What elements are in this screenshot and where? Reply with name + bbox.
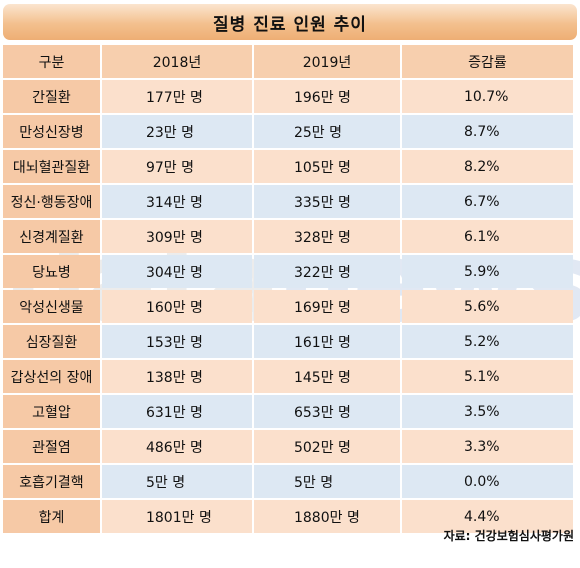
row-name: 정신·행동장애 bbox=[3, 185, 100, 218]
header-rate: 증감률 bbox=[401, 45, 573, 78]
table-row: 대뇌혈관질환 97만 명 105만 명 8.2% bbox=[3, 150, 573, 183]
row-rate: 8.7% bbox=[401, 115, 573, 148]
table-row: 갑상선의 장애 138만 명 145만 명 5.1% bbox=[3, 360, 573, 393]
row-2019: 653만 명 bbox=[253, 395, 400, 428]
row-2018: 5만 명 bbox=[101, 465, 252, 498]
row-2018: 309만 명 bbox=[101, 220, 252, 253]
table-title: 질병 진료 인원 추이 bbox=[3, 4, 577, 40]
row-rate: 0.0% bbox=[401, 465, 573, 498]
row-2018: 97만 명 bbox=[101, 150, 252, 183]
table-row: 고혈압 631만 명 653만 명 3.5% bbox=[3, 395, 573, 428]
row-rate: 5.2% bbox=[401, 325, 573, 358]
table-row: 정신·행동장애 314만 명 335만 명 6.7% bbox=[3, 185, 573, 218]
row-name: 고혈압 bbox=[3, 395, 100, 428]
table-row: 악성신생물 160만 명 169만 명 5.6% bbox=[3, 290, 573, 323]
row-name: 신경계질환 bbox=[3, 220, 100, 253]
row-2019: 145만 명 bbox=[253, 360, 400, 393]
row-name: 대뇌혈관질환 bbox=[3, 150, 100, 183]
data-table: 구분 2018년 2019년 증감률 간질환 177만 명 196만 명 10.… bbox=[1, 43, 575, 535]
total-2018: 1801만 명 bbox=[101, 500, 252, 533]
row-2019: 196만 명 bbox=[253, 80, 400, 113]
row-2018: 486만 명 bbox=[101, 430, 252, 463]
row-name: 호흡기결핵 bbox=[3, 465, 100, 498]
row-2018: 160만 명 bbox=[101, 290, 252, 323]
row-name: 당뇨병 bbox=[3, 255, 100, 288]
total-name: 합계 bbox=[3, 500, 100, 533]
row-2019: 5만 명 bbox=[253, 465, 400, 498]
row-2019: 335만 명 bbox=[253, 185, 400, 218]
table-row: 관절염 486만 명 502만 명 3.3% bbox=[3, 430, 573, 463]
row-2018: 304만 명 bbox=[101, 255, 252, 288]
table-row: 신경계질환 309만 명 328만 명 6.1% bbox=[3, 220, 573, 253]
table-row: 간질환 177만 명 196만 명 10.7% bbox=[3, 80, 573, 113]
row-2019: 25만 명 bbox=[253, 115, 400, 148]
source-note: 자료: 건강보험심사평가원 bbox=[443, 529, 574, 543]
header-category: 구분 bbox=[3, 45, 100, 78]
table-row: 심장질환 153만 명 161만 명 5.2% bbox=[3, 325, 573, 358]
row-name: 관절염 bbox=[3, 430, 100, 463]
row-2018: 138만 명 bbox=[101, 360, 252, 393]
row-rate: 5.1% bbox=[401, 360, 573, 393]
row-rate: 3.5% bbox=[401, 395, 573, 428]
row-2018: 314만 명 bbox=[101, 185, 252, 218]
row-name: 간질환 bbox=[3, 80, 100, 113]
row-name: 만성신장병 bbox=[3, 115, 100, 148]
row-2019: 502만 명 bbox=[253, 430, 400, 463]
table-frame: 질병 진료 인원 추이 구분 2018년 2019년 증감률 간질환 177만 … bbox=[3, 4, 577, 535]
row-rate: 6.1% bbox=[401, 220, 573, 253]
row-rate: 8.2% bbox=[401, 150, 573, 183]
row-name: 악성신생물 bbox=[3, 290, 100, 323]
header-row: 구분 2018년 2019년 증감률 bbox=[3, 45, 573, 78]
row-rate: 6.7% bbox=[401, 185, 573, 218]
row-2019: 161만 명 bbox=[253, 325, 400, 358]
total-row: 합계 1801만 명 1880만 명 4.4% bbox=[3, 500, 573, 533]
row-rate: 5.9% bbox=[401, 255, 573, 288]
row-2018: 153만 명 bbox=[101, 325, 252, 358]
row-2018: 177만 명 bbox=[101, 80, 252, 113]
row-2018: 631만 명 bbox=[101, 395, 252, 428]
row-rate: 5.6% bbox=[401, 290, 573, 323]
table-row: 당뇨병 304만 명 322만 명 5.9% bbox=[3, 255, 573, 288]
row-2019: 328만 명 bbox=[253, 220, 400, 253]
row-rate: 10.7% bbox=[401, 80, 573, 113]
total-2019: 1880만 명 bbox=[253, 500, 400, 533]
total-rate: 4.4% bbox=[401, 500, 573, 533]
row-name: 갑상선의 장애 bbox=[3, 360, 100, 393]
table-row: 만성신장병 23만 명 25만 명 8.7% bbox=[3, 115, 573, 148]
row-2018: 23만 명 bbox=[101, 115, 252, 148]
row-2019: 322만 명 bbox=[253, 255, 400, 288]
table-row: 호흡기결핵 5만 명 5만 명 0.0% bbox=[3, 465, 573, 498]
row-2019: 169만 명 bbox=[253, 290, 400, 323]
row-name: 심장질환 bbox=[3, 325, 100, 358]
header-2019: 2019년 bbox=[253, 45, 400, 78]
row-rate: 3.3% bbox=[401, 430, 573, 463]
row-2019: 105만 명 bbox=[253, 150, 400, 183]
header-2018: 2018년 bbox=[101, 45, 252, 78]
